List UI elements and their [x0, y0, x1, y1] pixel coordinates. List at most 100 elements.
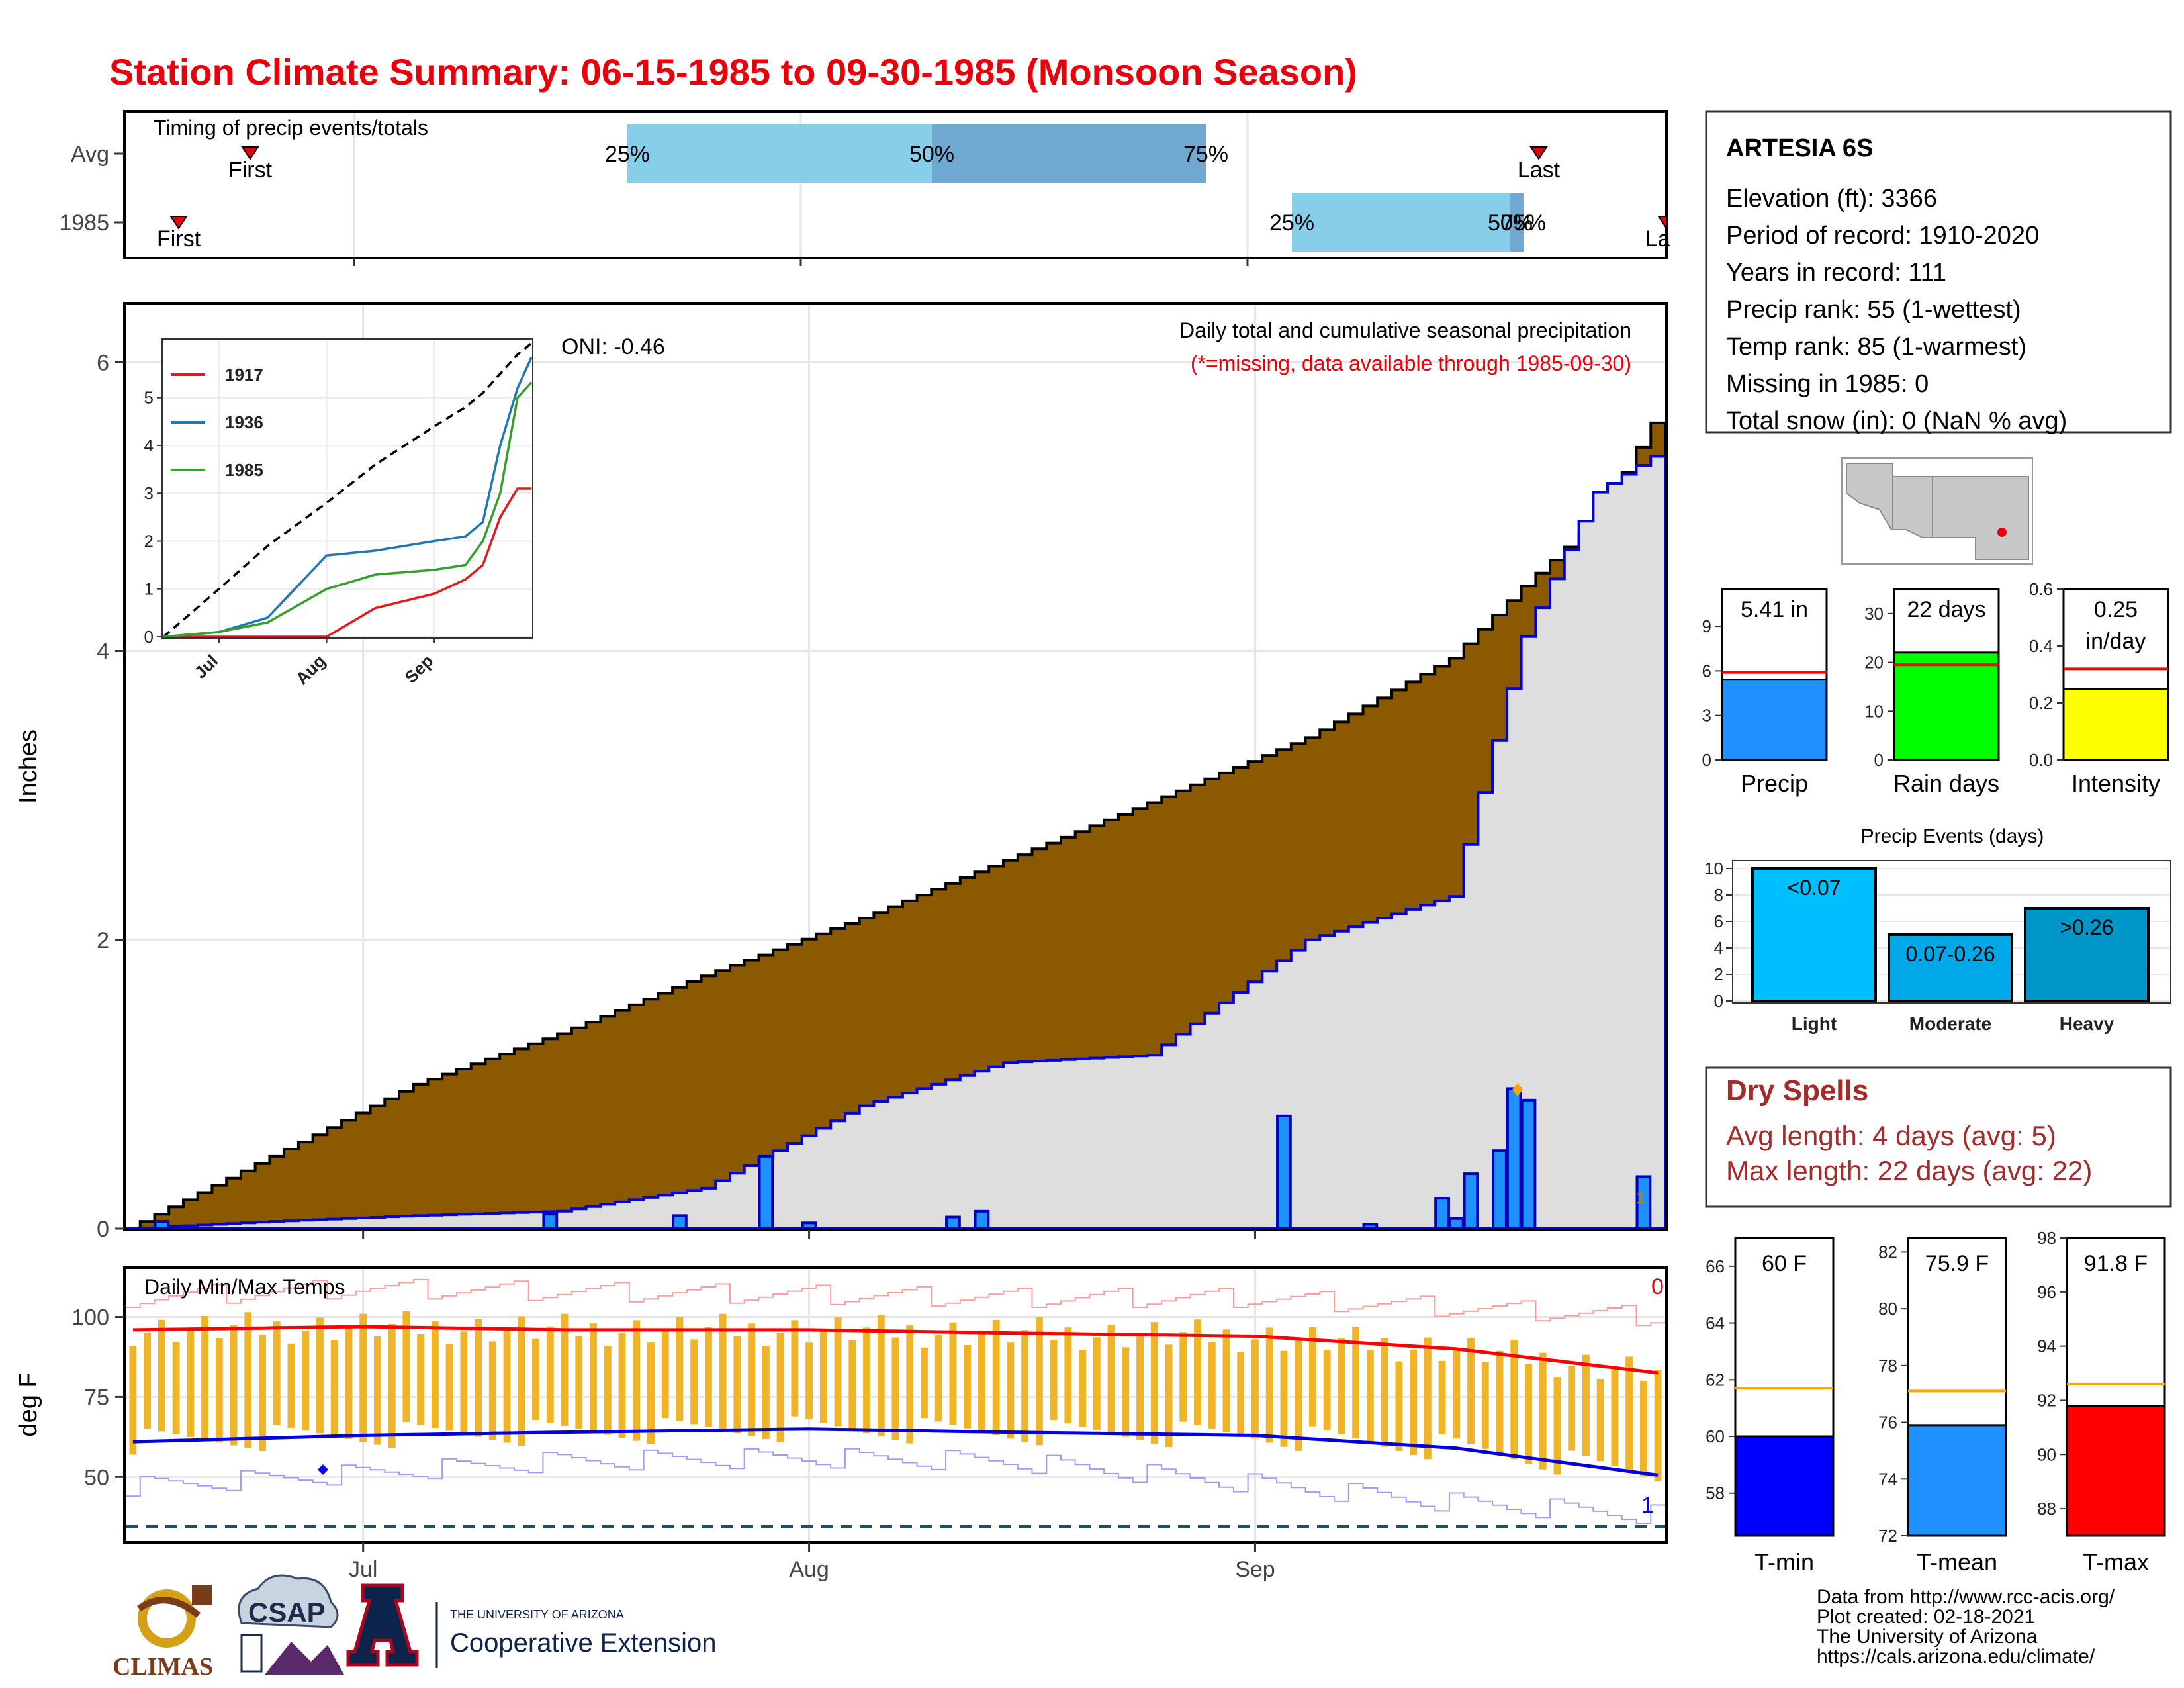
mini-bar-tick: 6 — [1702, 661, 1711, 680]
temp-mini-tick: 60 — [1706, 1427, 1725, 1446]
temp-mini-tick: 62 — [1706, 1370, 1725, 1389]
temp-mini-tick: 92 — [2037, 1390, 2056, 1410]
events-category-label: Moderate — [1909, 1013, 1991, 1034]
mini-bar-tick: 9 — [1702, 616, 1711, 636]
temp-mini-tick: 96 — [2037, 1282, 2056, 1302]
temp-mini-tick: 66 — [1706, 1256, 1725, 1276]
daily-temp-bar — [633, 1320, 641, 1441]
station-info: ARTESIA 6S Elevation (ft): 3366 Period o… — [1705, 110, 2172, 435]
events-ytick-label: 2 — [1714, 964, 1723, 984]
daily-temp-bar — [1525, 1364, 1532, 1464]
daily-precip-bar — [154, 1220, 170, 1230]
mini-bar-tick: 0 — [1702, 750, 1711, 770]
daily-temp-bar — [1323, 1350, 1331, 1430]
daily-temp-bar — [144, 1333, 152, 1429]
timing-avg-q75: 75% — [1183, 142, 1228, 167]
daily-precip-bar — [974, 1209, 990, 1230]
timing-row-avg: Avg — [71, 142, 109, 167]
temp-mini-label: T-min — [1754, 1548, 1814, 1575]
temp-mini-t-min: 60 F 58 60 62 64 66 T-min — [1706, 1237, 1835, 1575]
timing-row-1985: 1985 — [59, 211, 109, 236]
record-max-count: 0 — [1651, 1274, 1664, 1299]
temp-mini-tick: 80 — [1878, 1299, 1897, 1319]
daily-temp-bar — [330, 1339, 338, 1436]
avg-min-line — [132, 1427, 1659, 1477]
daily-temp-bar — [906, 1325, 914, 1444]
precip-ytick-label: 4 — [97, 639, 109, 665]
timing-1985-first-marker — [169, 216, 188, 230]
inset-legend-label: 1985 — [225, 460, 263, 480]
daily-temp-bar — [158, 1319, 165, 1432]
daily-temp-bar — [230, 1325, 238, 1446]
daily-temp-bar — [402, 1311, 410, 1423]
daily-temp-bar — [1395, 1361, 1403, 1451]
daily-temp-bar — [244, 1312, 252, 1448]
daily-temp-bar — [604, 1346, 612, 1435]
climas-logo-text: CLIMAS — [113, 1653, 213, 1681]
daily-temp-bar — [776, 1333, 784, 1442]
station-line: Temp rank: 85 (1-warmest) — [1726, 333, 2026, 361]
mini-bar-fill — [2062, 688, 2169, 761]
inset-ytick-label: 2 — [144, 531, 154, 551]
daily-temp-bar — [431, 1321, 439, 1429]
timing-1985-q50: 50% — [1488, 211, 1533, 236]
ua-small-text: THE UNIVERSITY OF ARIZONA — [450, 1608, 624, 1621]
events-category-label: Heavy — [2060, 1013, 2115, 1034]
daily-temp-bar — [1035, 1317, 1043, 1446]
daily-temp-bar — [129, 1346, 137, 1455]
inset-ytick-label: 4 — [144, 436, 154, 455]
daily-temp-bar — [661, 1329, 669, 1419]
timing-avg-last: Last — [1518, 158, 1561, 183]
timing-avg-q25: 25% — [605, 142, 650, 167]
daily-temp-bar — [1251, 1339, 1259, 1439]
daily-temp-bar — [373, 1336, 381, 1445]
timing-avg-q50-q75-bar — [932, 124, 1206, 183]
daily-temp-bar — [1338, 1338, 1345, 1435]
temp-mini-tick: 74 — [1878, 1469, 1897, 1489]
inset-legend-label: 1936 — [225, 412, 263, 432]
climas-logo: CLIMAS — [113, 1585, 213, 1681]
station-line: Precip rank: 55 (1-wettest) — [1726, 296, 2021, 324]
daily-temp-bar — [1366, 1350, 1374, 1443]
temp-mini-value: 75.9 F — [1925, 1251, 1989, 1276]
daily-temp-bar — [302, 1331, 310, 1431]
daily-temp-bar — [762, 1346, 770, 1440]
timing-1985-q50-q75-bar — [1510, 193, 1524, 252]
temp-mini-fill — [1907, 1424, 2007, 1537]
ua-big-text: Cooperative Extension — [450, 1628, 716, 1658]
timing-avg-q50: 50% — [909, 142, 954, 167]
daily-temp-bar — [445, 1344, 453, 1431]
temp-mini-tick: 98 — [2037, 1228, 2056, 1248]
daily-temp-bar — [1453, 1348, 1461, 1439]
mini-bar-tick: 3 — [1702, 706, 1711, 726]
temp-mini-fill — [1734, 1435, 1835, 1537]
mini-bar-intensity: 0.25 in/day 0.0 0.2 0.4 0.6 Intensity — [2029, 579, 2169, 797]
daily-precip-bar — [1448, 1217, 1465, 1230]
events-ytick-label: 0 — [1714, 991, 1723, 1011]
daily-temp-bar — [618, 1333, 626, 1438]
timing-avg-first: First — [228, 158, 273, 183]
timing-1985-first: First — [157, 226, 201, 252]
station-line: Missing in 1985: 0 — [1726, 370, 1929, 398]
temp-mini-label: T-max — [2083, 1548, 2149, 1575]
daily-temp-bar — [201, 1316, 208, 1440]
mini-bar-value: 22 days — [1907, 597, 1985, 622]
mini-bar-value-unit: in/day — [2086, 629, 2146, 654]
temp-mini-tick: 78 — [1878, 1356, 1897, 1376]
daily-temp-bar — [359, 1313, 367, 1442]
daily-temp-bar — [748, 1323, 756, 1436]
daily-temp-bar — [805, 1342, 813, 1420]
mini-bar-value: 0.25 — [2094, 597, 2138, 622]
timing-panel-label: Timing of precip events/totals — [154, 116, 428, 140]
daily-temp-bar — [1280, 1350, 1288, 1447]
temp-mini-label: T-mean — [1917, 1548, 1997, 1575]
daily-precip-bar — [672, 1214, 688, 1231]
events-bar-label: 0.07-0.26 — [1905, 942, 1995, 966]
daily-temp-bar — [834, 1317, 842, 1427]
daily-temp-bar — [891, 1337, 899, 1440]
station-location-dot — [1997, 528, 2007, 537]
daily-temp-bar — [1194, 1319, 1201, 1425]
daily-precip-bar — [1463, 1172, 1479, 1231]
timing-avg-first-marker — [241, 146, 259, 160]
